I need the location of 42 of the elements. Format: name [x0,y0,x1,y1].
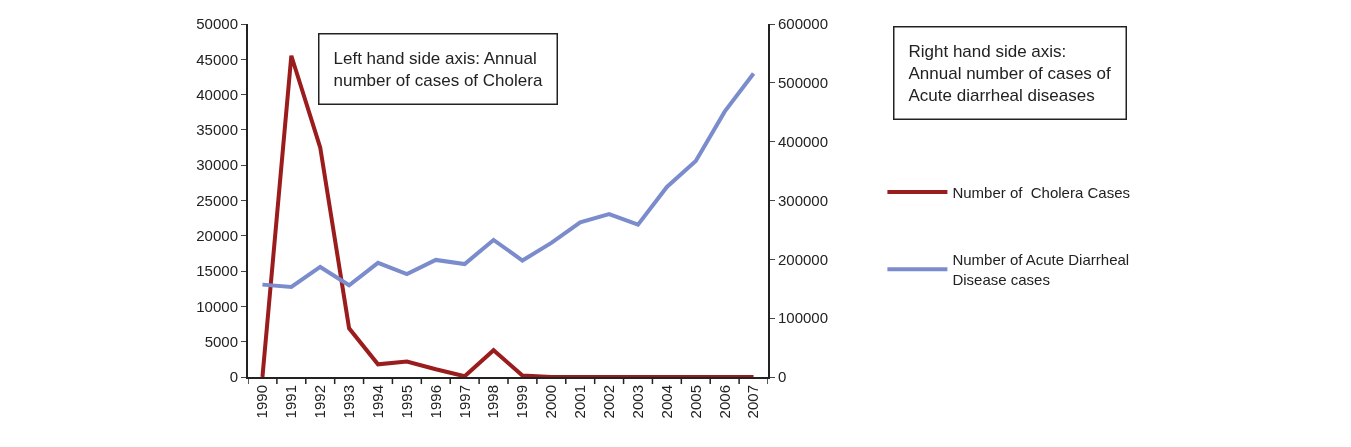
x-tick-label: 1999 [513,385,531,419]
line-series [260,71,756,289]
y-tick-label: 30000 [196,156,238,174]
x-tick-label: 1997 [455,385,473,419]
x-tick-label: 1994 [368,385,386,419]
x-tick-label: 2004 [657,385,675,419]
x-tick-label: 1993 [339,385,357,419]
y-tick-label: 35000 [196,121,238,139]
x-tick-label: 2006 [715,385,733,419]
y-tick-label: 20000 [196,227,238,245]
x-tick-label: 2002 [599,385,617,419]
x-tick-label: 2003 [628,385,646,419]
y2-tick-label: 400000 [778,132,829,150]
y2-tick-label: 100000 [778,309,829,327]
y-tick-label: 0 [229,368,238,386]
x-tick-label: 2007 [744,385,762,419]
x-tick-label: 1996 [426,385,444,419]
y2-tick-label: 500000 [778,74,829,92]
x-tick-label: 1995 [397,385,415,419]
y-tick-label: 40000 [196,85,238,103]
y2-tick-label: 600000 [778,15,829,33]
y2-tick-label: 200000 [778,250,829,268]
y-tick-label: 45000 [196,50,238,68]
x-tick-label: 1990 [253,385,271,419]
y-tick-label: 15000 [196,262,238,280]
y2-tick-label: 300000 [778,191,829,209]
x-tick-label: 2005 [686,385,704,419]
legend-label: Number of Acute Diarrheal Disease cases [952,251,1130,288]
line-series [260,53,756,377]
y-tick-label: 5000 [204,332,238,350]
x-tick-label: 2001 [571,385,589,419]
y2-tick-label: 0 [778,368,787,386]
y-tick-label: 25000 [196,191,238,209]
annotation: Left hand side axis: Annual number of cases of Cholera [333,48,543,90]
x-tick-label: 1991 [282,385,300,419]
text: Right hand side axis: Annual number of cases of Acute diarrheal diseases [908,41,1112,105]
x-tick-label: 1998 [484,385,502,419]
x-tick-label: 1992 [311,385,329,419]
y-tick-label: 10000 [196,297,238,315]
y-tick-label: 50000 [196,15,238,33]
x-tick-label: 2000 [542,385,560,419]
legend-label: Number of Cholera Cases [952,183,1130,201]
